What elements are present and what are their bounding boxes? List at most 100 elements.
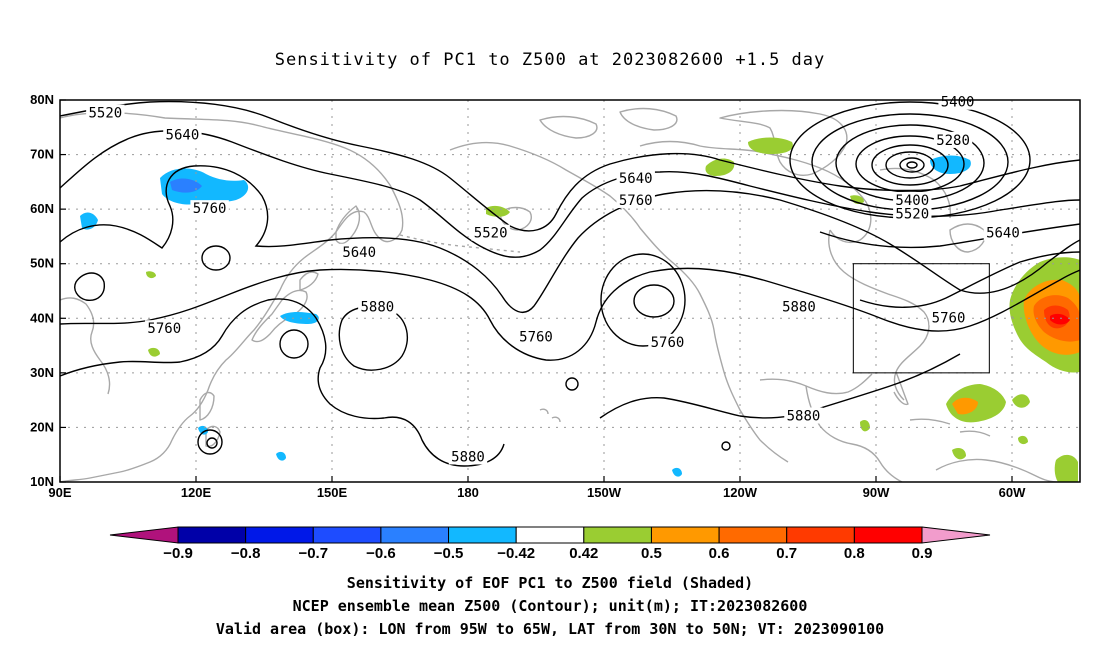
colorbar-segment: [718, 526, 788, 544]
colorbar-segment: [312, 526, 382, 544]
latitude-labels: 80N 70N 60N 50N 40N 30N 20N 10N: [30, 92, 66, 489]
contour-label: 5760: [193, 201, 227, 217]
lat-label: 30N: [30, 365, 54, 380]
colorbar-label: 0.42: [569, 545, 598, 562]
lat-label: 40N: [30, 310, 54, 325]
valid-area-box: [852, 263, 990, 374]
colorbar-segment: [177, 526, 247, 544]
positive-patch: [952, 448, 966, 460]
contour-label-bg: [938, 93, 977, 110]
negative-core: [170, 178, 202, 193]
positive-patch: [146, 271, 156, 279]
contour-line: [201, 245, 231, 271]
contour-line: [60, 267, 1080, 361]
sensitivity-shading: [80, 137, 1080, 482]
negative-patch: [276, 451, 286, 461]
contour-line: [600, 253, 686, 347]
contour-label-bg: [983, 224, 1023, 241]
colorbar-segment: [650, 526, 720, 544]
lat-label: 10N: [30, 474, 54, 489]
colorbar-label: −0.9: [163, 545, 193, 562]
contour-label-bg: [893, 191, 932, 208]
colorbar-label: −0.8: [231, 545, 261, 562]
contour-line: [899, 157, 925, 173]
contour-label-bg: [340, 243, 379, 260]
caption-shading: Sensitivity of EOF PC1 to Z500 field (Sh…: [346, 574, 754, 592]
lon-label: 90W: [863, 485, 890, 500]
contour-label-bg: [471, 224, 510, 241]
contour-label: 5760: [147, 321, 181, 337]
lat-label: 80N: [30, 92, 54, 107]
negative-patch: [930, 155, 971, 174]
contour-line: [885, 151, 935, 179]
longitude-labels: 90E 120E 150E 180 150W 120W 90W 60W: [48, 476, 1026, 500]
negative-patch: [672, 467, 682, 477]
contour-label: 5640: [342, 245, 376, 261]
lon-label: 150W: [587, 485, 622, 500]
plot-frame: [59, 99, 1081, 483]
positive-patch: [148, 347, 160, 357]
caption-contour: NCEP ensemble mean Z500 (Contour); unit(…: [292, 597, 808, 615]
contour-label: 5520: [474, 226, 508, 242]
z500-contours: [60, 100, 1080, 467]
lat-label: 50N: [30, 256, 54, 271]
contour-label-bg: [190, 200, 229, 217]
contour-label-bg: [648, 333, 687, 350]
contour-line: [60, 165, 1080, 314]
colorbar-label: −0.7: [298, 545, 328, 562]
contour-label-bg: [929, 309, 968, 326]
contour-label-bg: [616, 170, 655, 187]
contour-label: 5640: [166, 127, 200, 143]
colorbar-label: −0.42: [497, 545, 535, 562]
colorbar-segment: [380, 526, 450, 544]
contour-line: [633, 284, 675, 318]
positive-patch: [748, 137, 793, 154]
colorbar-label: 0.6: [709, 545, 730, 562]
contour-label: 5760: [651, 335, 685, 351]
colorbar-label: 0.7: [776, 545, 797, 562]
contour-label-bg: [448, 448, 488, 465]
positive-core: [1050, 313, 1070, 325]
colorbar: −0.9 −0.8 −0.7 −0.6 −0.5 −0.42 0.42 0.5 0.6 0.7 0.…: [109, 526, 991, 562]
positive-patch: [486, 205, 510, 217]
lon-label: 60W: [999, 485, 1026, 500]
contour-label: 5880: [451, 449, 485, 465]
lon-label: 120E: [181, 485, 212, 500]
colorbar-segment: [448, 526, 517, 544]
contour-label: 5880: [782, 299, 816, 315]
contour-line: [74, 272, 105, 301]
contour-line: [338, 306, 409, 371]
contour-label: 5760: [932, 310, 966, 326]
positive-patch: [860, 420, 870, 432]
contour-line: [819, 223, 1080, 249]
colorbar-label: −0.5: [434, 545, 464, 562]
contour-label: 5640: [986, 226, 1020, 242]
contour-label: 5760: [619, 193, 653, 209]
lon-label: 150E: [317, 485, 348, 500]
contour-label-bg: [86, 104, 125, 121]
lat-label: 70N: [30, 147, 54, 162]
colorbar-segment: [245, 526, 314, 544]
positive-patch: [1012, 394, 1030, 408]
contour-label-bg: [163, 126, 202, 143]
contour-label-bg: [145, 320, 184, 337]
contour-line: [565, 377, 579, 391]
contour-label: 5880: [787, 409, 821, 425]
colorbar-end-low: [109, 526, 179, 544]
lon-label: 120W: [723, 485, 758, 500]
lon-label: 180: [457, 485, 479, 500]
colorbar-label: 0.9: [912, 545, 933, 562]
positive-patch: [1018, 435, 1028, 445]
contour-line: [871, 144, 949, 186]
colorbar-segment: [853, 526, 923, 544]
contour-labels: 5520 5640 5760 5640 5880 5760 5520 5640 5760 5760…: [86, 93, 1023, 465]
colorbar-label: 0.8: [844, 545, 865, 562]
contour-line: [206, 437, 218, 449]
contour-label: 5400: [895, 193, 929, 209]
contour-label: 5280: [936, 133, 970, 149]
contour-label-bg: [358, 298, 397, 315]
contour-label: 5880: [360, 299, 394, 315]
colorbar-segment: [583, 526, 652, 544]
contour-label-bg: [516, 328, 556, 345]
graticule: [60, 100, 1080, 482]
